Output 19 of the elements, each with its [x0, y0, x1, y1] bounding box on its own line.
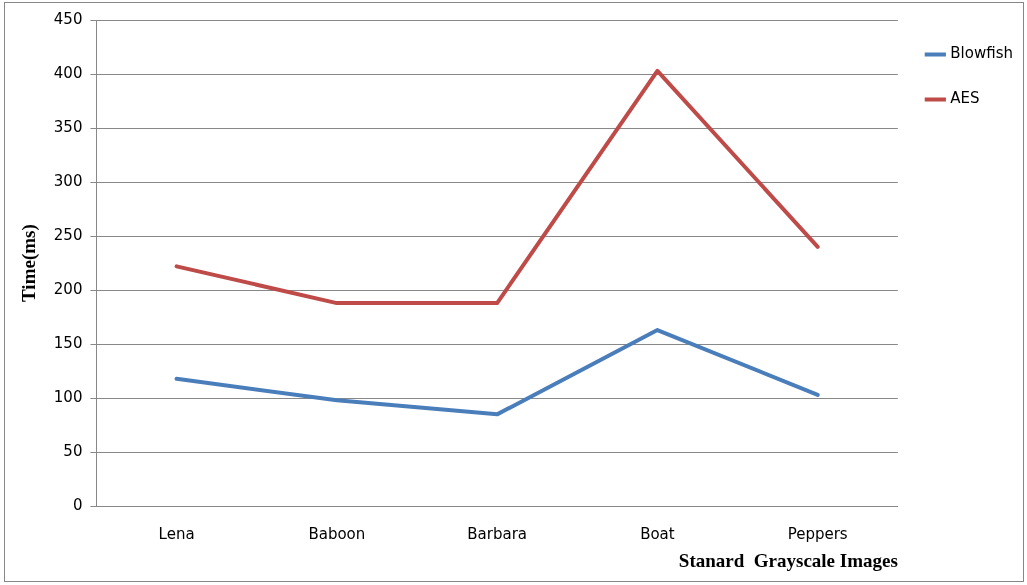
y-tick-label: 300: [53, 171, 83, 190]
y-tick-label: 350: [53, 117, 83, 136]
x-tick-label: Peppers: [787, 525, 848, 544]
x-tick-label: Lena: [158, 525, 195, 544]
y-axis-title: Time(ms): [18, 224, 41, 302]
legend-label: Blowfish: [950, 44, 1014, 63]
y-tick-label: 200: [53, 280, 83, 298]
x-tick-label: Baboon: [308, 525, 366, 544]
legend-label: AES: [950, 89, 980, 108]
y-tick-label: 50: [63, 442, 83, 461]
x-tick-label: Barbara: [467, 525, 527, 544]
y-tick-label: 100: [53, 388, 83, 407]
y-tick-label: 450: [53, 9, 83, 28]
y-tick-label: 400: [53, 63, 83, 82]
x-axis-title: Stanard Grayscale Images: [678, 549, 898, 571]
y-tick-label: 150: [53, 334, 83, 353]
y-tick-label: 0: [72, 496, 83, 515]
x-tick-label: Boat: [640, 525, 675, 544]
y-tick-label: 250: [53, 225, 83, 244]
